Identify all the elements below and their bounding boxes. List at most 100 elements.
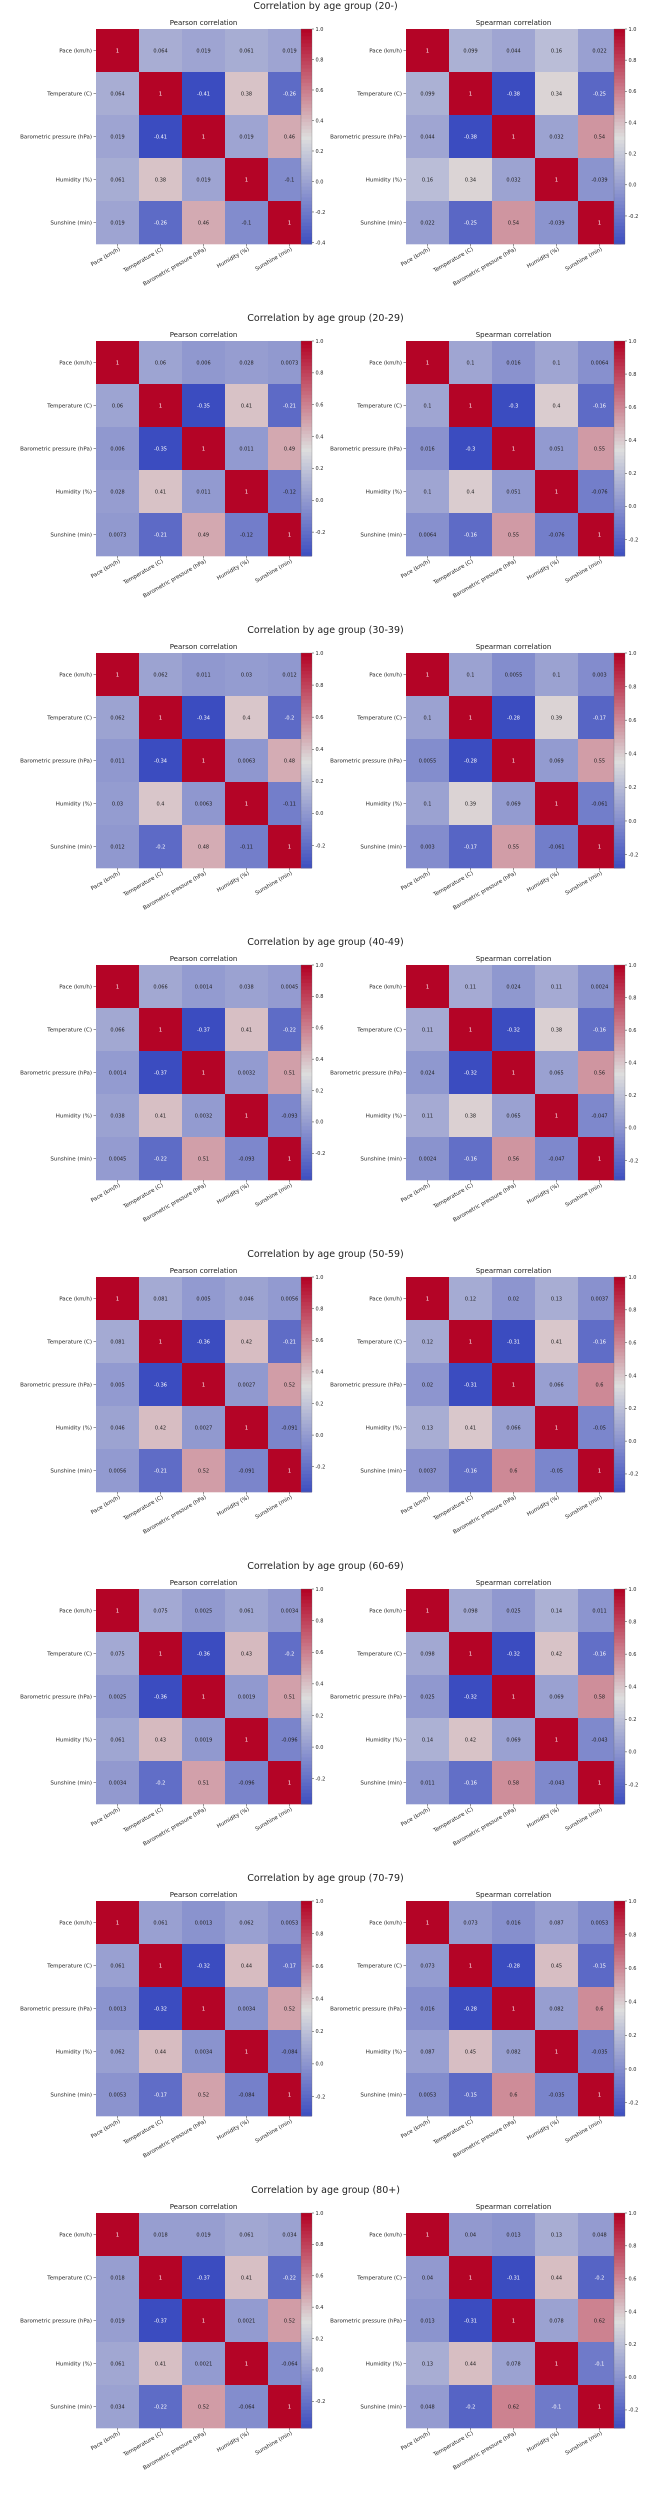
colorbar-segment [614,2349,625,2354]
colorbar-segment [614,505,625,510]
colorbar-segment [614,2223,625,2228]
cell-value-label: -0.16 [593,1028,606,1034]
colorbar-segment [614,1416,625,1421]
cell-value-label: 0.52 [284,2319,295,2325]
x-tick-label: Temperature (C) [432,559,475,587]
colorbar-segment [301,2101,312,2106]
colorbar-segment [301,2313,312,2318]
y-tick-label: Barometric pressure (hPa) [330,1383,402,1389]
colorbar-segment [614,2277,625,2282]
heatmap-cell [492,2213,536,2257]
colorbar-segment [301,860,312,865]
heatmap-cell [96,2385,140,2429]
colorbar-segment [614,965,625,969]
cell-value-label: 0.012 [282,673,296,679]
cell-value-label: 0.0034 [281,1609,299,1615]
colorbar-segment [301,2395,312,2400]
cell-value-label: 0.41 [155,1114,166,1120]
heatmap-cell [182,2385,226,2429]
colorbar-segment [301,136,312,141]
heatmap-cell [96,29,140,73]
heatmap-cell [406,72,450,116]
heatmap-cell [225,384,269,428]
colorbar-tick-label: 0.0 [316,498,324,504]
colorbar-segment [614,1277,625,1281]
colorbar-segment [614,1675,625,1679]
heatmap-cell [96,1277,140,1321]
colorbar-segment [301,516,312,521]
heatmap-cell [406,2213,450,2257]
cell-value-label: 0.52 [284,1383,295,1389]
cell-value-label: 0.051 [549,447,563,453]
colorbar-segment [614,756,625,761]
colorbar-segment [301,1632,312,1636]
colorbar-segment [301,681,312,686]
colorbar-tick-label: 0.0 [629,183,637,189]
heatmap-cell [225,782,269,826]
colorbar-segment [614,1614,625,1619]
heatmap-cell [96,513,140,557]
cell-value-label: 1 [159,2276,162,2282]
cell-value-label: 1 [598,2093,601,2099]
y-tick-label: Sunshine (min) [50,533,92,539]
colorbar-segment [614,1768,625,1773]
colorbar-segment [301,1018,312,1023]
cell-value-label: 1 [202,1071,205,1077]
colorbar-segment [614,204,625,209]
cell-value-label: -0.22 [283,1028,296,1034]
colorbar-segment [301,1904,312,1909]
colorbar-segment [614,785,625,790]
colorbar-segment [301,86,312,91]
colorbar-tick-label: 0.8 [629,684,637,690]
cell-value-label: -0.039 [591,178,607,184]
heatmap-cell [449,1008,493,1052]
cell-value-label: -0.16 [593,1340,606,1346]
cell-value-label: -0.1 [552,2405,562,2411]
colorbar-segment [614,1312,625,1317]
colorbar-segment [614,1732,625,1737]
colorbar-segment [614,1678,625,1683]
heatmap-cell [182,1449,226,1493]
y-tick-label: Pace (km/h) [59,2233,92,2239]
cell-value-label: -0.37 [154,2319,167,2325]
colorbar-segment [301,2051,312,2056]
cell-value-label: 0.48 [198,845,209,851]
cell-value-label: -0.2 [156,845,166,851]
cell-value-label: 1 [288,1469,291,1475]
colorbar-segment [301,355,312,360]
colorbar-segment [614,1015,625,1020]
cell-value-label: 0.55 [594,447,605,453]
colorbar-segment [614,541,625,546]
colorbar-segment [614,2313,625,2318]
cell-value-label: 0.41 [241,1028,252,1034]
cell-value-label: 1 [469,1652,472,1658]
cell-value-label: 0.032 [506,178,520,184]
colorbar-segment [614,57,625,62]
colorbar-segment [301,814,312,819]
colorbar-segment [301,2248,312,2253]
colorbar-segment [301,1983,312,1988]
colorbar-segment [614,1040,625,1045]
cell-value-label: 1 [512,759,515,765]
colorbar-tick-label: 0.8 [316,1306,324,1312]
colorbar-segment [614,233,625,238]
colorbar-tick-label: 0.2 [629,471,637,477]
cell-value-label: 1 [426,361,429,367]
colorbar-segment [301,362,312,367]
colorbar-tick-label: 0.2 [629,1406,637,1412]
y-tick-label: Temperature (C) [356,1964,402,1970]
cell-value-label: 1 [288,1781,291,1787]
x-tick-label: Sunshine (min) [564,1495,603,1521]
heatmap-cell [139,1277,183,1321]
colorbar-segment [614,807,625,812]
heatmap-cell [96,201,140,245]
cell-value-label: -0.2 [285,1652,295,1658]
heatmap-cell [492,1406,536,1450]
cell-value-label: 0.061 [239,2233,253,2239]
heatmap-cell [406,739,450,783]
colorbar-segment [614,2094,625,2099]
heatmap-cell [182,1320,226,1364]
cell-value-label: 0.0034 [238,2007,256,2013]
colorbar-segment [301,423,312,428]
